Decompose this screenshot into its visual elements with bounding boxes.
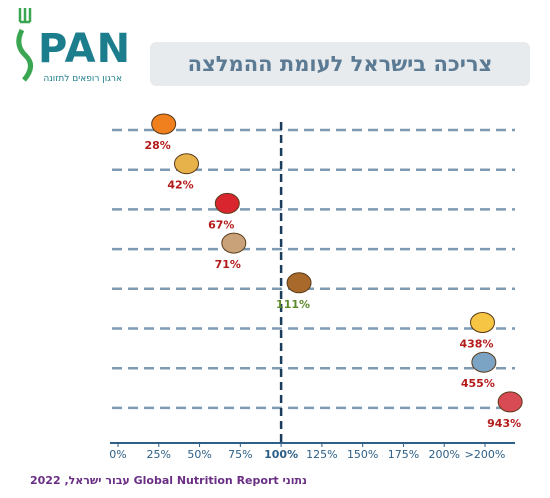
x-tick-label: 50% bbox=[187, 448, 211, 461]
food-icon bbox=[286, 272, 312, 294]
x-tick-label: 175% bbox=[388, 448, 419, 461]
x-tick-label: 75% bbox=[228, 448, 252, 461]
x-tick-label: 100% bbox=[264, 448, 298, 461]
food-icon bbox=[469, 312, 495, 333]
value-label: 42% bbox=[167, 179, 193, 192]
logo-subtitle: ארגון רופאים לתזונה bbox=[43, 74, 122, 84]
food-icon bbox=[214, 192, 240, 214]
value-label: 111% bbox=[276, 298, 310, 311]
value-label: 28% bbox=[144, 139, 170, 152]
chart-title: צריכה בישראל לעומת ההמלצה bbox=[150, 42, 530, 86]
x-tick-label: 0% bbox=[109, 448, 126, 461]
source: נתוני Global Nutrition Report עבור ישראל… bbox=[30, 474, 307, 487]
value-label: 67% bbox=[208, 218, 234, 231]
food-icon bbox=[221, 232, 247, 254]
x-tick-label: >200% bbox=[465, 448, 506, 461]
food-icon bbox=[497, 391, 523, 413]
value-label: 71% bbox=[215, 258, 241, 271]
logo-fork bbox=[18, 8, 32, 24]
food-icon bbox=[151, 113, 177, 135]
food-icon bbox=[471, 351, 497, 373]
value-label: 943% bbox=[487, 417, 521, 430]
logo: PAN bbox=[38, 26, 132, 72]
x-tick-label: 25% bbox=[147, 448, 171, 461]
value-label: 438% bbox=[460, 338, 494, 351]
value-label: 455% bbox=[461, 377, 495, 390]
x-tick-label: 125% bbox=[306, 448, 337, 461]
x-tick-label: 200% bbox=[428, 448, 459, 461]
food-icon bbox=[174, 153, 200, 175]
logo-icon bbox=[16, 28, 33, 82]
x-tick-label: 150% bbox=[347, 448, 378, 461]
